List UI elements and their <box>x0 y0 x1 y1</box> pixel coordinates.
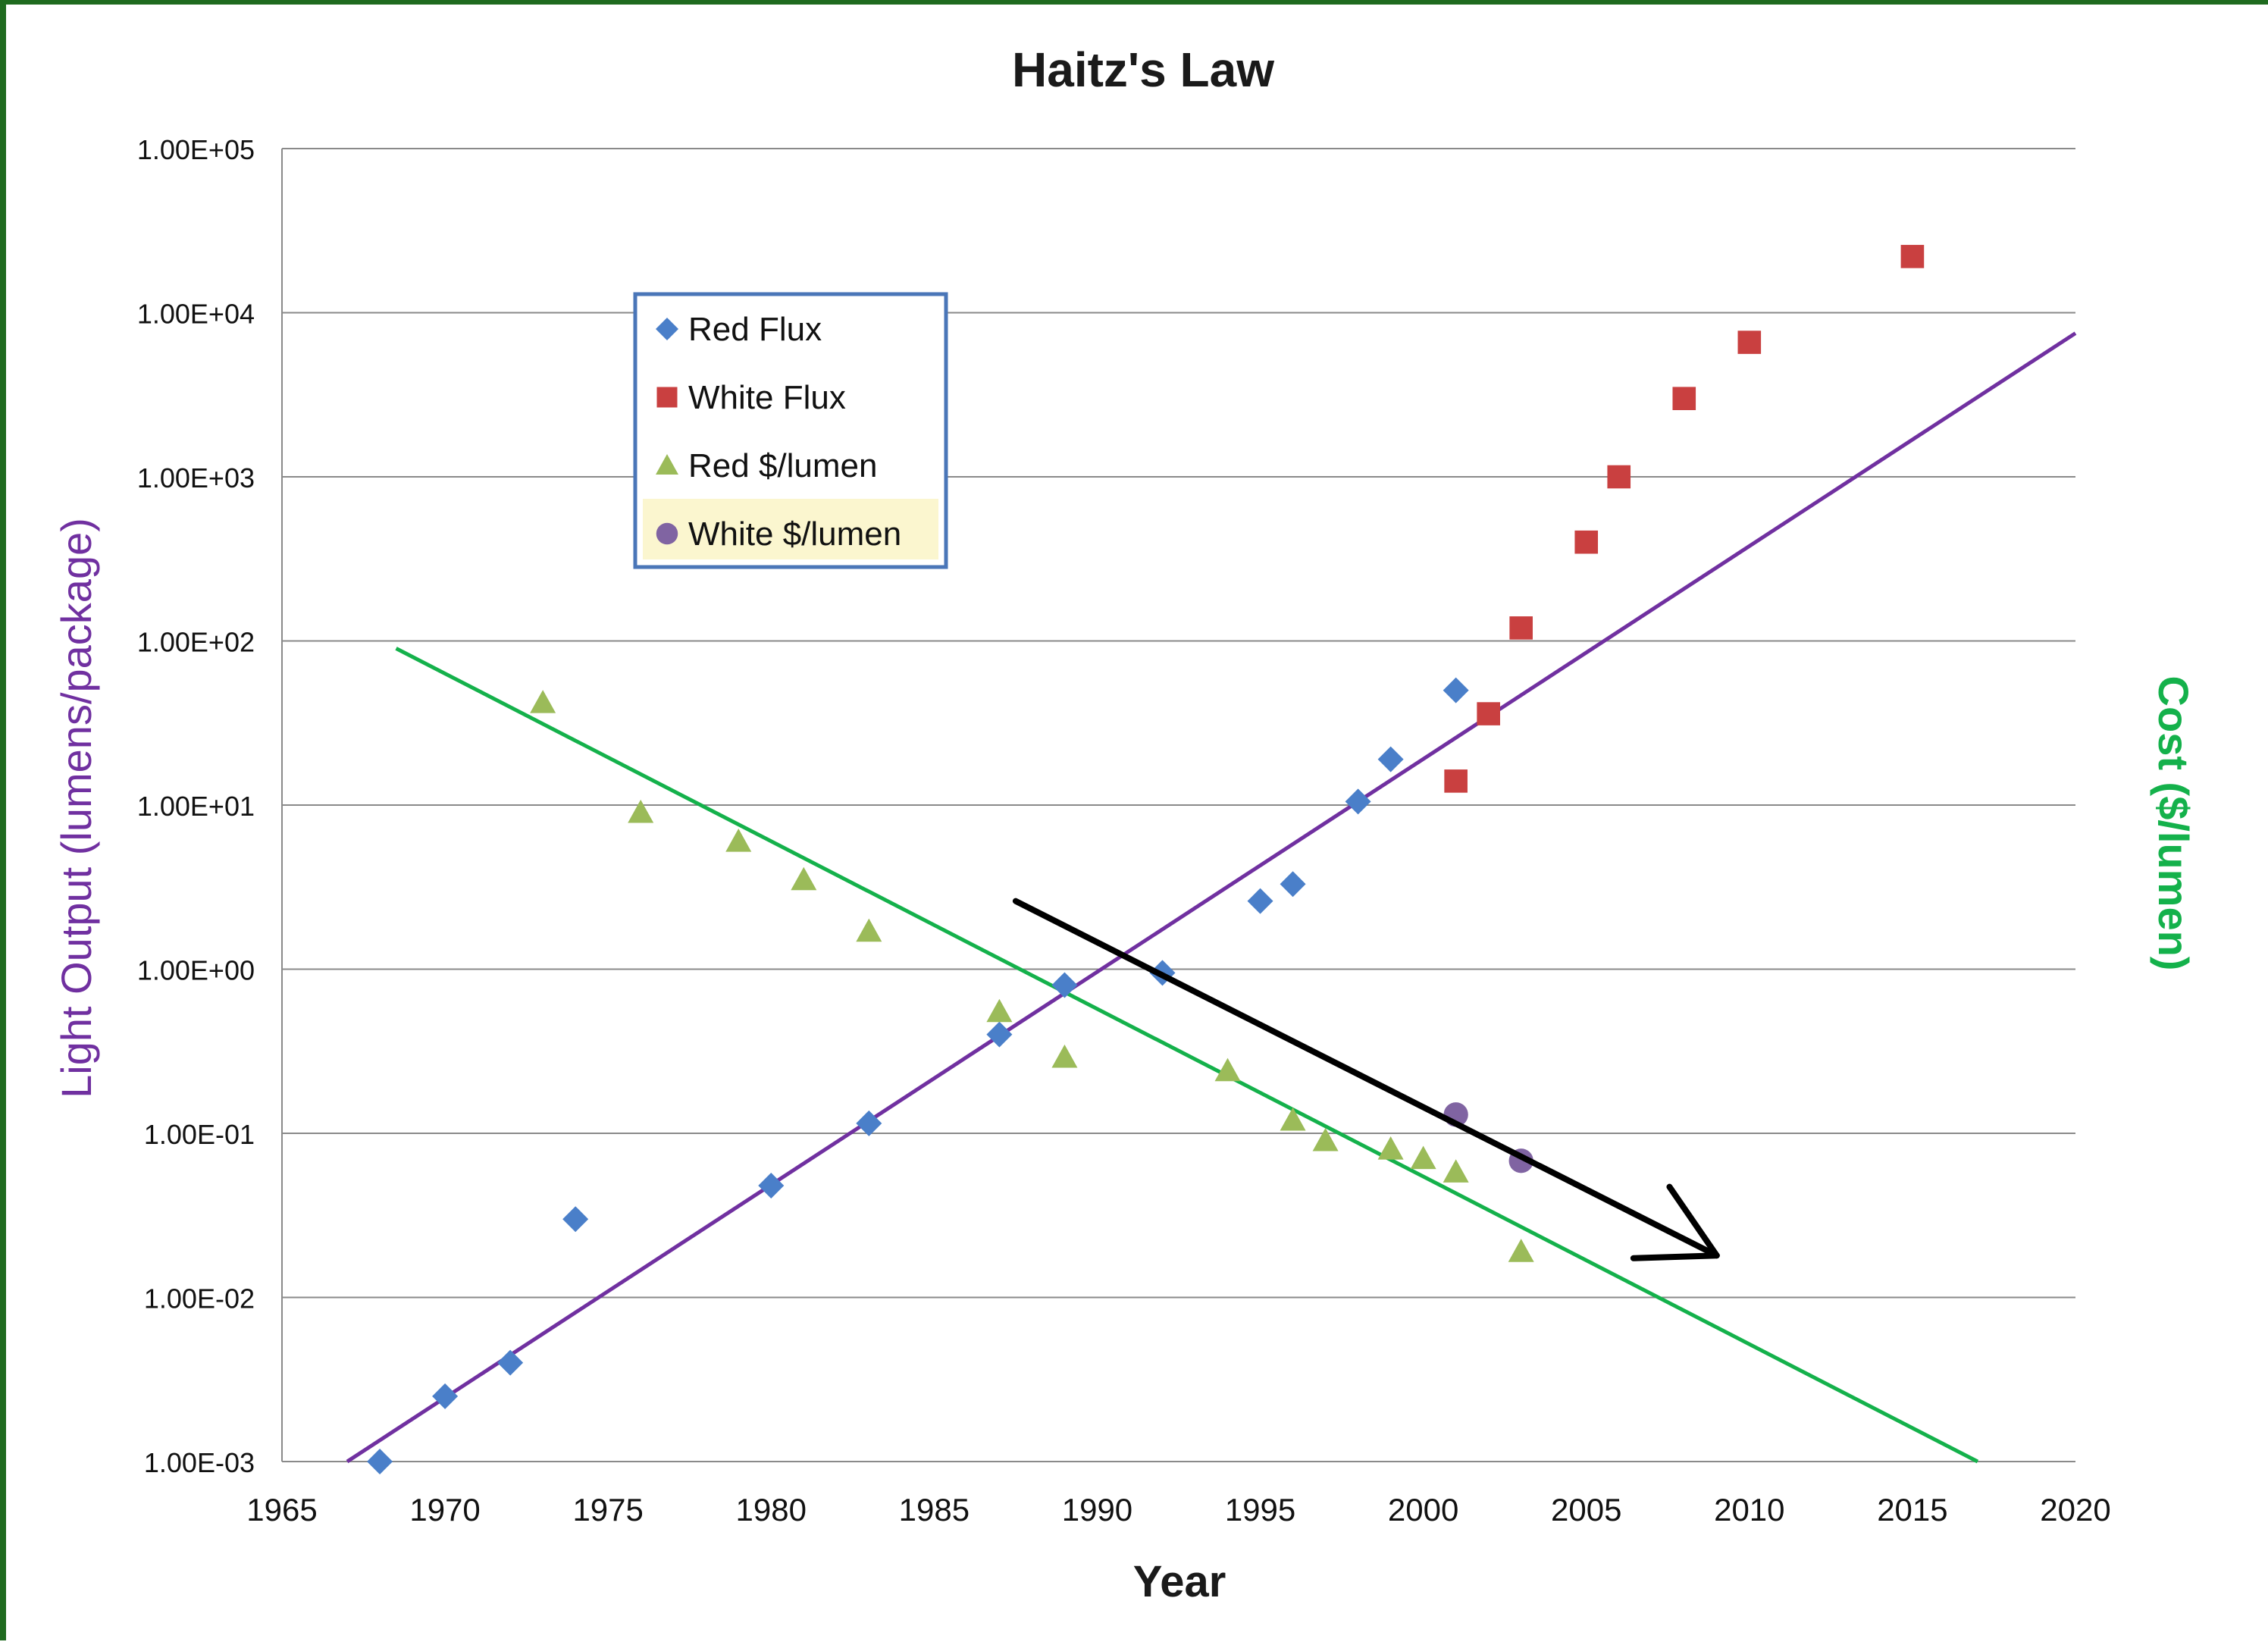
white-flux-marker <box>1444 769 1468 793</box>
legend-highlight <box>643 499 938 559</box>
red-cost-marker <box>1312 1127 1339 1152</box>
red-cost-marker <box>986 998 1013 1023</box>
y-tick-label: 1.00E+04 <box>137 299 255 330</box>
white-flux-marker <box>656 387 678 408</box>
legend-label: White Flux <box>688 379 846 416</box>
legend-label: Red Flux <box>688 311 822 348</box>
x-tick-label: 1965 <box>246 1492 317 1528</box>
red-flux-marker <box>1443 677 1469 703</box>
x-tick-label: 1980 <box>736 1492 807 1528</box>
x-tick-label: 1970 <box>409 1492 480 1528</box>
legend: Red Flux White Flux Red $/lumen White $/lum… <box>633 292 948 569</box>
red-cost-marker <box>1508 1239 1534 1262</box>
axes: 1.00E-03 1.00E-02 1.00E-01 1.00E+00 1.00E+01… <box>137 134 2111 1528</box>
white-flux-marker <box>1737 331 1762 354</box>
x-tick-label: 2015 <box>1877 1492 1947 1528</box>
red-cost-marker <box>1443 1159 1469 1183</box>
gridlines <box>282 148 2075 1462</box>
data-markers <box>367 245 1925 1474</box>
white-flux-marker <box>1509 616 1533 640</box>
red-cost-marker <box>656 454 678 475</box>
trend-arrow <box>1012 898 1720 1261</box>
red-cost-marker <box>1214 1058 1241 1082</box>
y-tick-label: 1.00E-03 <box>144 1447 255 1478</box>
white-flux-marker <box>1900 245 1925 268</box>
white-flux-marker <box>1607 465 1631 489</box>
y-tick-label: 1.00E+00 <box>137 955 255 986</box>
cost-trend-line <box>395 647 1979 1464</box>
flux-trend-line <box>346 331 2077 1464</box>
red-flux-marker <box>1280 871 1306 898</box>
white-flux-marker <box>1574 530 1599 554</box>
red-cost-marker <box>1410 1145 1436 1170</box>
y-tick-label: 1.00E-02 <box>144 1283 255 1314</box>
x-axis-label: Year <box>1133 1557 1226 1606</box>
arrow-shaft <box>1012 898 1720 1259</box>
x-tick-label: 2000 <box>1388 1492 1458 1528</box>
red-flux-marker <box>986 1021 1013 1048</box>
haitz-chart: 1.00E-03 1.00E-02 1.00E-01 1.00E+00 1.00E+01… <box>52 42 2198 1606</box>
x-tick-label: 1975 <box>572 1492 643 1528</box>
y-axis-label-right: Cost ($/lumen) <box>2150 676 2198 971</box>
red-cost-marker <box>530 690 556 713</box>
trend-lines <box>346 331 2077 1464</box>
white-flux-marker <box>1672 387 1696 411</box>
red-flux-marker <box>497 1349 524 1376</box>
arrow-head <box>1630 1183 1720 1261</box>
red-cost-marker <box>1280 1107 1306 1131</box>
y-tick-label: 1.00E+02 <box>137 627 255 658</box>
red-flux-marker <box>758 1173 785 1199</box>
red-flux-marker <box>1051 972 1078 998</box>
red-flux-marker <box>1377 746 1404 772</box>
red-cost-marker <box>628 799 654 823</box>
red-flux-marker <box>367 1449 393 1474</box>
white-flux-marker <box>1477 702 1500 725</box>
red-cost-marker <box>1377 1136 1404 1160</box>
x-tick-label: 1995 <box>1225 1492 1295 1528</box>
red-flux-marker <box>562 1206 589 1233</box>
red-cost-marker <box>1051 1044 1078 1068</box>
y-tick-label: 1.00E+05 <box>137 134 255 165</box>
red-flux-marker <box>656 318 678 340</box>
y-tick-label: 1.00E-01 <box>144 1119 255 1150</box>
y-axis-label-left: Light Output (lumens/package) <box>52 518 100 1098</box>
white-cost-marker <box>656 522 678 545</box>
red-cost-marker <box>791 866 817 891</box>
chart-title: Haitz's Law <box>1012 42 1274 97</box>
x-tick-label: 2010 <box>1714 1492 1784 1528</box>
y-tick-label: 1.00E+01 <box>137 791 255 822</box>
y-tick-label: 1.00E+03 <box>137 462 255 494</box>
x-tick-label: 1990 <box>1062 1492 1132 1528</box>
red-flux-marker <box>1247 888 1273 914</box>
red-cost-marker <box>725 829 752 852</box>
red-cost-marker <box>856 918 882 942</box>
red-flux-marker <box>432 1383 459 1409</box>
red-flux-marker <box>856 1110 882 1136</box>
legend-label: Red $/lumen <box>688 447 877 484</box>
x-tick-label: 2005 <box>1551 1492 1621 1528</box>
x-tick-label: 2020 <box>2040 1492 2110 1528</box>
legend-label: White $/lumen <box>688 515 901 553</box>
x-tick-label: 1985 <box>899 1492 970 1528</box>
red-flux-marker <box>1345 788 1371 815</box>
